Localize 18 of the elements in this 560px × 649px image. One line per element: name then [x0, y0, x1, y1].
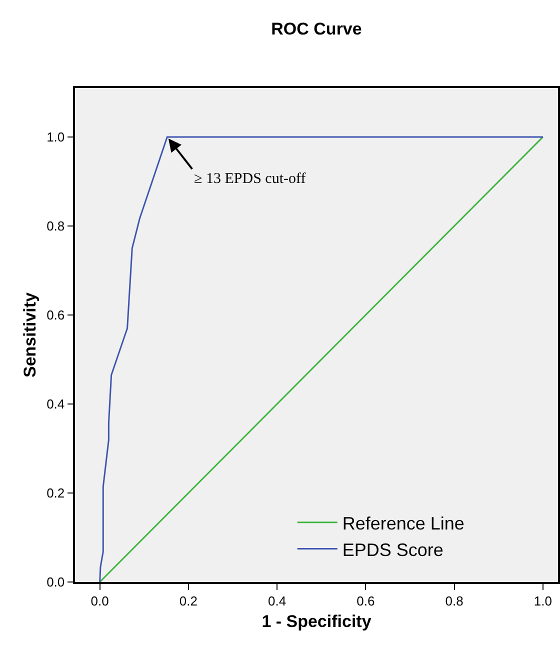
x-axis-title: 1 - Specificity [262, 612, 372, 632]
legend-label: Reference Line [342, 513, 464, 534]
legend-label: EPDS Score [342, 540, 444, 560]
y-tick-label: 0.6 [46, 308, 65, 323]
x-tick-label: 0.0 [90, 593, 109, 608]
x-tick-label: 0.4 [268, 593, 286, 608]
y-tick-label: 0.4 [46, 396, 65, 412]
x-tick-label: 1.0 [534, 593, 552, 608]
y-tick-label: 0.0 [46, 574, 65, 590]
y-tick-label: 1.0 [46, 130, 65, 144]
x-tick-label: 0.2 [179, 593, 198, 608]
x-tick-label: 0.6 [356, 593, 375, 608]
y-tick-label: 0.2 [46, 486, 65, 501]
chart-title: ROC Curve [271, 20, 362, 39]
y-tick-label: 0.8 [46, 218, 65, 234]
y-axis-title: Sensitivity [20, 292, 40, 378]
x-tick-label: 0.8 [445, 593, 464, 608]
annotation: ≥ 13 EPDS cut-off [194, 171, 306, 187]
